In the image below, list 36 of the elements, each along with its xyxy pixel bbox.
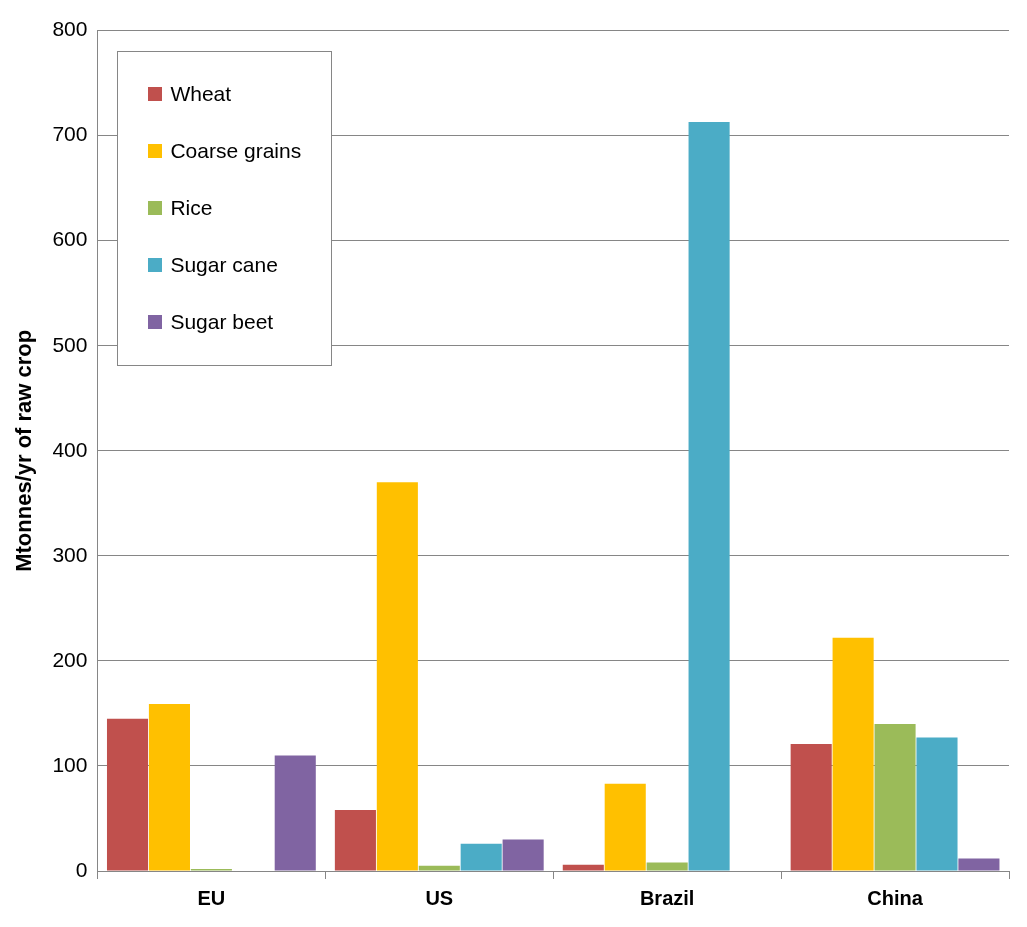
bar: [502, 839, 544, 871]
bar: [832, 637, 874, 871]
bar: [376, 482, 418, 871]
x-tick-label: China: [867, 886, 924, 909]
bar: [874, 723, 916, 871]
legend-label: Wheat: [170, 82, 232, 107]
y-tick-label: 600: [52, 227, 88, 251]
bar: [916, 737, 958, 871]
x-tick-label: US: [425, 886, 454, 909]
bar: [334, 810, 376, 871]
bar: [274, 755, 316, 871]
bar: [418, 865, 460, 871]
x-tick-label: Brazil: [639, 886, 695, 909]
legend-label: Sugar cane: [170, 253, 278, 278]
legend-label: Rice: [170, 196, 213, 221]
y-tick-label: 800: [52, 17, 88, 41]
y-tick-label: 200: [52, 647, 88, 671]
bar: [148, 703, 190, 871]
bar: [688, 121, 730, 871]
y-tick-label: 700: [52, 122, 88, 146]
bar: [646, 862, 688, 871]
y-tick-label: 300: [52, 542, 88, 566]
legend-label: Sugar beet: [170, 310, 274, 335]
bar: [106, 718, 149, 871]
x-tick-label: EU: [197, 886, 226, 909]
y-tick-label: 100: [52, 752, 88, 776]
y-axis-title: Mtonnes/yr of raw crop: [11, 329, 37, 572]
legend-label: Coarse grains: [170, 139, 302, 164]
y-tick-label: 500: [52, 332, 88, 356]
bar: [604, 783, 646, 871]
bar: [790, 743, 832, 871]
bar: [562, 864, 604, 871]
bar: [460, 843, 502, 871]
y-tick-label: 400: [52, 437, 88, 461]
y-tick-label: 0: [75, 857, 88, 881]
bar: [958, 858, 1000, 871]
